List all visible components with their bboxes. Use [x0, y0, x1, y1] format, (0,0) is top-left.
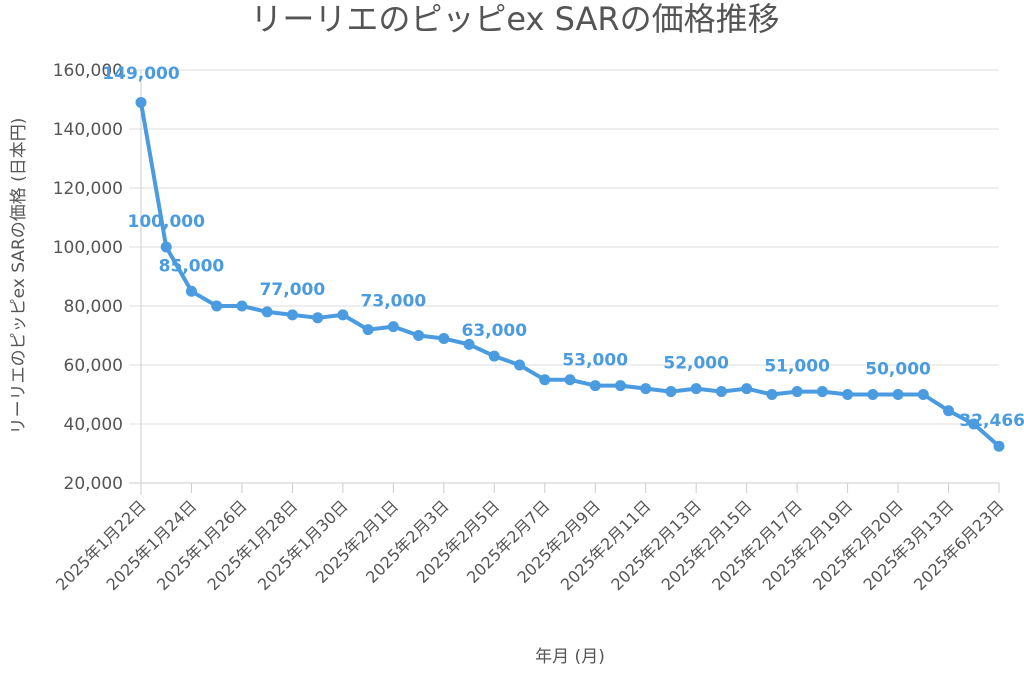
data-label: 50,000: [865, 360, 931, 380]
data-labels: 149,000 100,000 85,000 77,000 73,000 63,000 53…: [102, 64, 1024, 431]
data-point: [614, 380, 626, 392]
data-point: [665, 386, 677, 398]
data-point: [640, 383, 652, 395]
data-point: [362, 324, 374, 336]
x-tick-label: 2025年1月30日: [254, 496, 352, 594]
data-point: [337, 309, 349, 321]
data-point: [413, 330, 425, 341]
data-point: [917, 389, 929, 400]
x-tick-label: 2025年2月17日: [708, 496, 806, 594]
data-point: [286, 309, 298, 321]
data-label: 77,000: [260, 280, 326, 300]
data-label: 32,466: [959, 411, 1024, 431]
data-point: [741, 383, 753, 395]
data-point: [211, 300, 223, 312]
chart-title: リーリエのピッピex SARの価格推移: [250, 0, 779, 38]
data-point: [160, 241, 172, 253]
series-points: [135, 96, 1005, 452]
y-tick-label: 120,000: [53, 179, 123, 199]
y-tick-label: 100,000: [53, 238, 123, 258]
x-tick-label: 2025年1月22日: [52, 496, 150, 594]
data-point: [312, 312, 324, 324]
data-point: [564, 374, 576, 386]
data-label: 85,000: [159, 256, 225, 276]
data-point: [236, 300, 248, 312]
x-tick-label: 2025年2月19日: [759, 496, 857, 594]
y-axis-ticks: 20,000 40,000 60,000 80,000 100,000 120,000 14…: [53, 61, 123, 494]
y-tick-label: 140,000: [53, 120, 123, 140]
data-point: [968, 418, 980, 430]
y-tick-label: 80,000: [64, 297, 123, 317]
data-point: [589, 380, 601, 392]
data-label: 52,000: [663, 354, 729, 374]
x-tick-label: 2025年1月28日: [203, 496, 301, 594]
data-label: 63,000: [461, 321, 527, 341]
grid: [129, 69, 999, 495]
x-tick-label: 2025年1月26日: [153, 496, 251, 594]
y-tick-label: 40,000: [64, 415, 123, 435]
x-tick-label: 2025年2月13日: [607, 496, 705, 594]
data-point: [993, 440, 1005, 452]
data-point: [539, 374, 551, 386]
x-tick-label: 2025年2月15日: [658, 496, 756, 594]
x-tick-label: 2025年6月23日: [910, 496, 1008, 594]
x-tick-label: 2025年2月11日: [557, 496, 655, 594]
x-axis-ticks: 2025年1月22日2025年1月24日2025年1月26日2025年1月28日…: [52, 483, 1008, 594]
x-tick-label: 2025年2月20日: [809, 496, 907, 594]
data-point: [463, 338, 475, 350]
data-point: [816, 386, 828, 398]
data-point: [943, 405, 955, 417]
data-label: 53,000: [562, 351, 628, 371]
data-point: [135, 96, 147, 108]
y-axis-title: リーリエのピッピex SARの価格 (日本円): [9, 118, 29, 435]
data-point: [514, 359, 526, 371]
y-tick-label: 60,000: [64, 356, 123, 376]
data-point: [261, 306, 273, 318]
data-point: [690, 383, 702, 395]
data-point: [387, 321, 399, 333]
data-label: 100,000: [128, 212, 206, 232]
data-label: 149,000: [102, 64, 180, 84]
data-label: 73,000: [361, 292, 427, 312]
data-label: 51,000: [764, 357, 830, 377]
data-point: [715, 386, 727, 398]
x-tick-label: 2025年1月24日: [103, 496, 201, 594]
data-point: [438, 332, 450, 344]
data-point: [867, 389, 879, 400]
data-point: [842, 389, 854, 400]
data-point: [488, 350, 500, 362]
data-point: [791, 386, 803, 398]
y-tick-label: 20,000: [64, 474, 123, 494]
data-point: [892, 389, 904, 400]
data-point: [185, 285, 197, 297]
data-point: [766, 389, 778, 400]
x-tick-label: 2025年3月13日: [860, 496, 958, 594]
y-tick-label: 160,000: [53, 61, 123, 81]
x-axis-title: 年月 (月): [535, 647, 605, 667]
